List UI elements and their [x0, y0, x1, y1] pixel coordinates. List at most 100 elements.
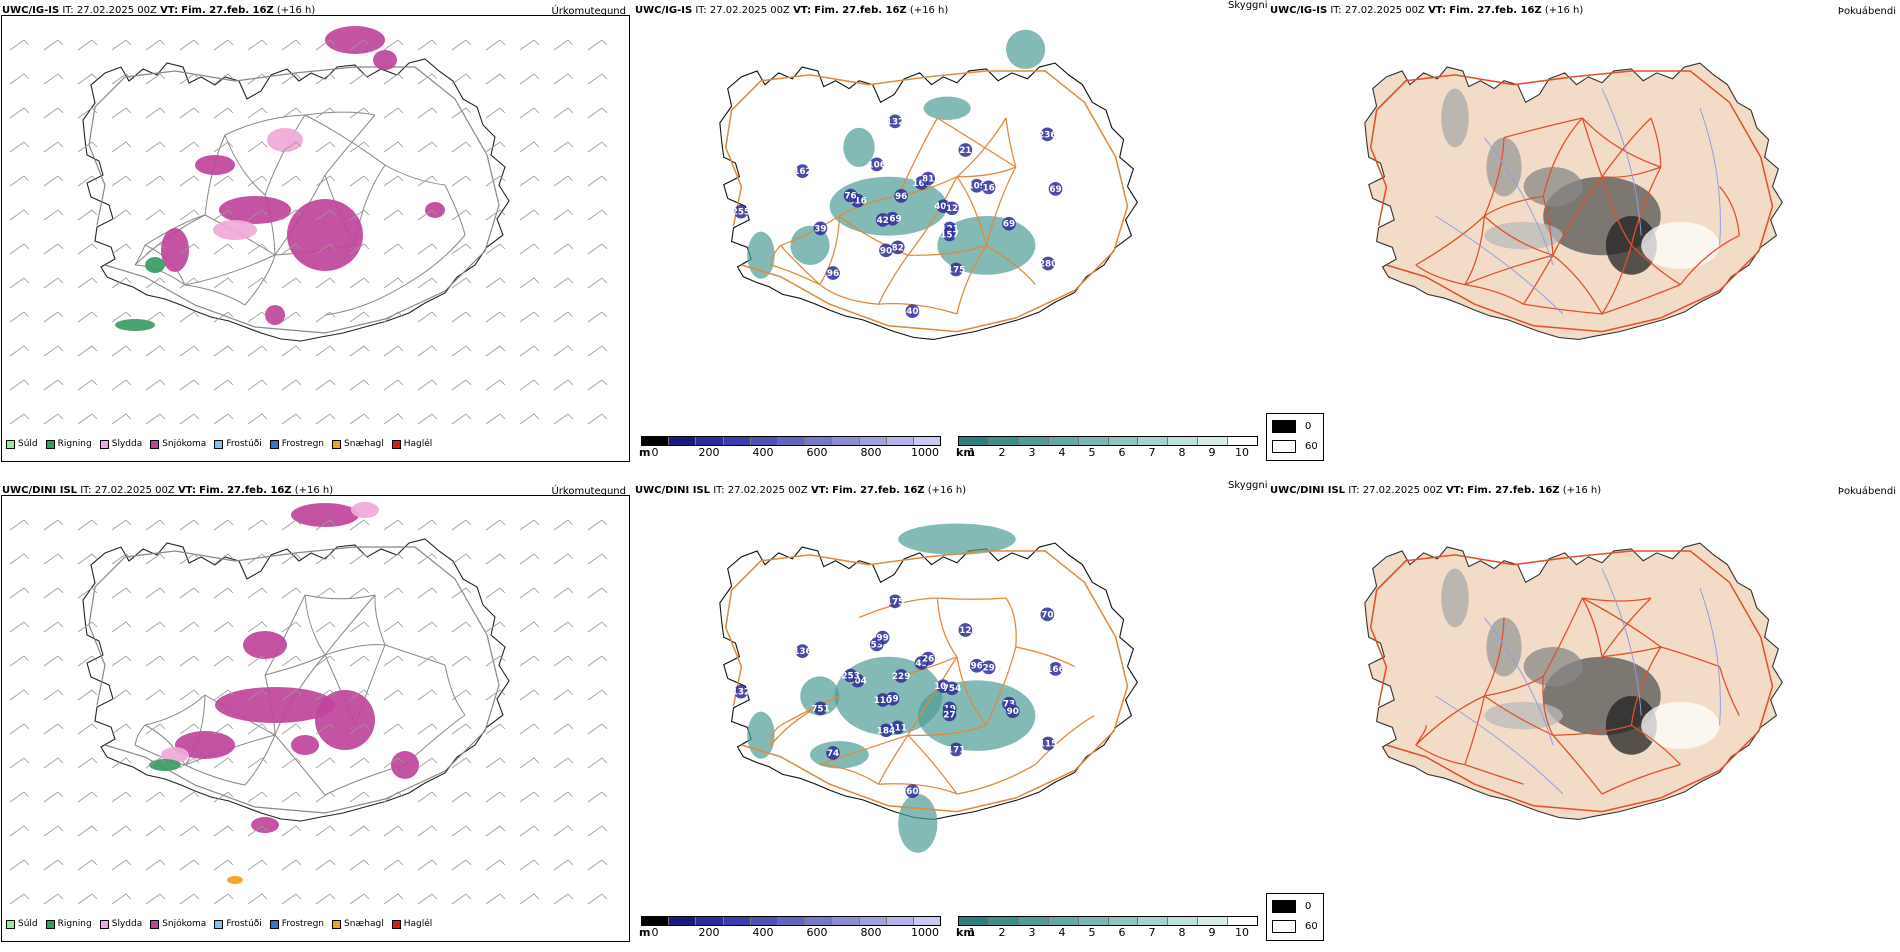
wind-barb [383, 519, 404, 531]
road [1631, 724, 1681, 766]
precip-legend-swatch [6, 439, 15, 449]
fog-panel-title: Þokuábendi [1837, 486, 1896, 497]
wind-barb [519, 723, 540, 735]
wind-barb [43, 893, 64, 905]
wind-barb [247, 723, 268, 735]
precip-area [315, 690, 375, 750]
precip-legend-swatch [150, 919, 160, 929]
visibility-cell [1040, 607, 1055, 622]
wind-barb [145, 175, 166, 187]
wind-barb [111, 175, 132, 187]
wind-barb [9, 243, 30, 255]
road [770, 695, 840, 746]
wind-barb [519, 277, 540, 289]
road [1601, 245, 1633, 315]
panel-header: UWC/IG-IS IT: 27.02.2025 00Z VT: Fim. 27… [1270, 5, 1584, 16]
wind-barb [315, 175, 336, 187]
wind-barb [451, 345, 472, 357]
road [1581, 597, 1603, 657]
precip-area [161, 747, 189, 763]
wind-barb [485, 277, 506, 289]
wind-barb [519, 689, 540, 701]
visibility-cell [945, 201, 959, 216]
road [1582, 597, 1652, 602]
precip-legend-item: Frostúði [214, 919, 262, 929]
visibility-km-area [843, 127, 875, 167]
wind-barb [9, 141, 30, 153]
wind-barb [349, 175, 370, 187]
wind-barb [281, 311, 302, 323]
wind-barb [247, 277, 268, 289]
colorbar-bin [723, 917, 751, 925]
wind-barb [9, 757, 30, 769]
visibility-cell [1048, 662, 1063, 676]
wind-barb [111, 209, 132, 221]
visibility-cell [795, 644, 810, 659]
road [1601, 117, 1652, 178]
wind-barb [77, 345, 98, 357]
fog-area [1641, 221, 1720, 269]
wind-barb [179, 243, 200, 255]
precip-legend-item: Rigning [45, 919, 92, 929]
road [1660, 646, 1720, 668]
road [304, 111, 376, 116]
wind-barb [77, 311, 98, 323]
wind-barb [417, 689, 438, 701]
precip-legend-item: Snjókoma [150, 439, 206, 449]
wind-barb [349, 277, 370, 289]
visibility-colorbar-m: 0 200 400 600 800 1000 m [639, 436, 941, 459]
colorbar-bin [959, 437, 989, 445]
wind-barb [213, 757, 234, 769]
precip-legend-swatch [391, 439, 401, 449]
wind-barb [247, 621, 268, 633]
colorbar-bin [1108, 917, 1139, 925]
road [304, 594, 376, 600]
wind-barb [485, 209, 506, 221]
wind-barb [111, 73, 132, 85]
colorbar-bin [832, 917, 860, 925]
colorbar-bin [669, 437, 697, 445]
wind-barb [179, 141, 200, 153]
road [1464, 215, 1486, 285]
colorbar-bin [1138, 917, 1169, 925]
wind-barb [383, 277, 404, 289]
wind-barb [451, 141, 472, 153]
wind-barb [587, 757, 608, 769]
precip-legend-item: Haglél [391, 919, 432, 929]
wind-barb [315, 757, 336, 769]
wind-barb [451, 757, 472, 769]
wind-barb [485, 655, 506, 667]
wind-barb [451, 825, 472, 837]
visibility-cell [981, 180, 996, 195]
visibility-cell [1002, 216, 1016, 231]
road [1630, 166, 1662, 246]
river [1699, 108, 1721, 246]
wind-barb [485, 243, 506, 255]
road [1601, 284, 1681, 315]
wind-barb [281, 655, 302, 667]
low-visibility-areas [747, 523, 1036, 853]
wind-barb [553, 655, 574, 667]
wind-barb [281, 39, 302, 51]
wind-barb [451, 791, 472, 803]
colorbar-bin [750, 437, 778, 445]
road [878, 734, 909, 785]
road [1415, 744, 1465, 766]
wind-barb [485, 175, 506, 187]
precip-area [175, 731, 235, 759]
road-network [724, 70, 1129, 333]
precip-area [373, 50, 397, 70]
ring-road [1369, 70, 1774, 333]
wind-barb [145, 141, 166, 153]
wind-barb [587, 311, 608, 323]
wind-barb [145, 655, 166, 667]
colorbar-tick-label: 7 [1148, 446, 1156, 459]
road-network [1369, 550, 1774, 813]
wind-barb [315, 345, 336, 357]
fog-area [1441, 88, 1469, 148]
wind-barb [553, 791, 574, 803]
road [324, 284, 406, 316]
visibility-cell [869, 157, 884, 172]
visibility-cell [734, 684, 748, 699]
wind-barb [145, 107, 166, 119]
